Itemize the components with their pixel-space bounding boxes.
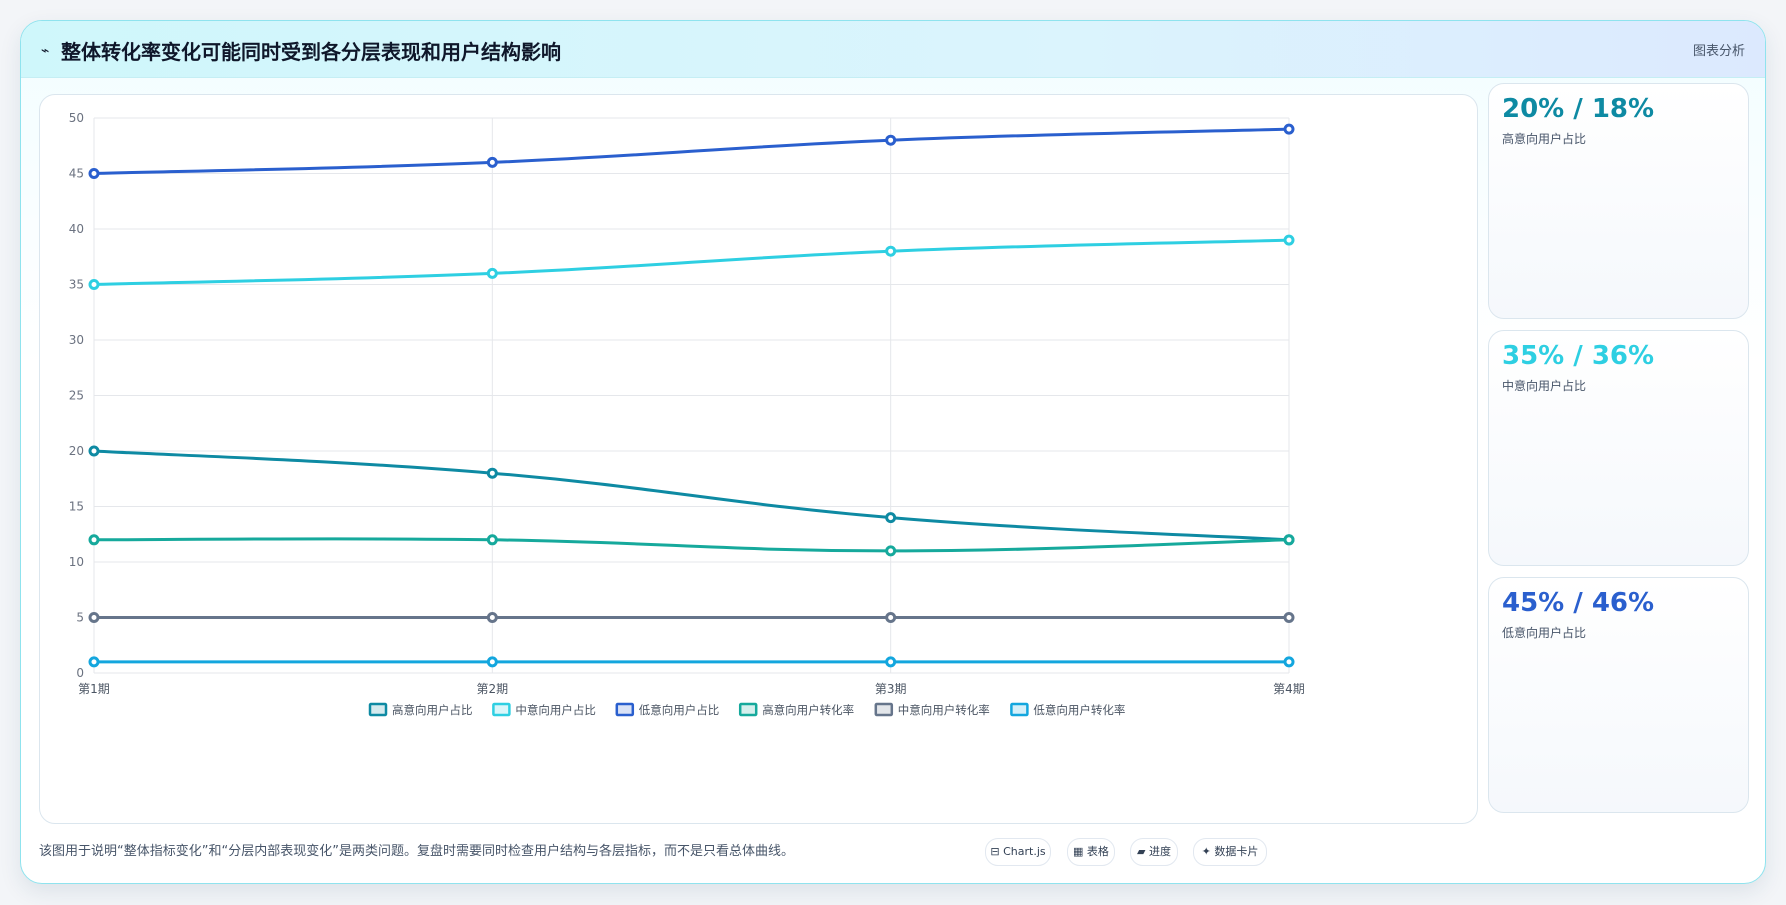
- data-point: [1283, 656, 1295, 668]
- card-header: ⌁ 整体转化率变化可能同时受到各分层表现和用户结构影响 图表分析: [21, 21, 1765, 78]
- data-point: [885, 512, 897, 524]
- footer-note: 该图用于说明“整体指标变化”和“分层内部表现变化”是两类问题。复盘时需要同时检查…: [39, 844, 794, 859]
- legend-swatch: [615, 702, 635, 717]
- data-point: [486, 612, 498, 623]
- data-point: [486, 267, 498, 279]
- stat-label: 低意向用户占比: [1502, 626, 1587, 640]
- stat-card-high-intent: 20% / 18% 高意向用户占比: [1488, 83, 1749, 319]
- y-tick-label: 15: [69, 500, 84, 514]
- chart-analysis-tag: 图表分析: [1692, 44, 1745, 59]
- x-tick-label: 第3期: [875, 682, 907, 696]
- y-tick-label: 30: [69, 333, 84, 347]
- data-point: [885, 656, 897, 668]
- stat-value: 45% / 46%: [1502, 588, 1655, 618]
- legend-swatch: [738, 702, 758, 717]
- legend-label: 中意向用户转化率: [898, 703, 990, 717]
- data-card-pill[interactable]: ✦ 数据卡片: [1193, 838, 1267, 866]
- data-point: [486, 156, 498, 168]
- stat-label: 中意向用户占比: [1502, 379, 1587, 393]
- stat-card-low-intent: 45% / 46% 低意向用户占比: [1488, 577, 1749, 813]
- data-point: [1283, 534, 1295, 546]
- data-point: [88, 445, 100, 457]
- chart-panel: 0 5 10 15 20 25 30 35 40 45 50 第1期 第2期 第3期 第4期高意向用户占比 中…: [39, 94, 1478, 824]
- series-line-4: [93, 537, 1290, 553]
- data-point: [1283, 234, 1295, 246]
- series-line-1: [93, 449, 1290, 542]
- y-tick-label: 5: [76, 611, 84, 625]
- data-point: [1283, 612, 1295, 623]
- legend-swatch: [874, 702, 894, 717]
- series-line-2: [93, 238, 1290, 286]
- legend-label: 高意向用户占比: [392, 703, 473, 717]
- stat-label: 高意向用户占比: [1502, 132, 1587, 146]
- y-tick-label: 40: [69, 222, 84, 236]
- stat-card-mid-intent: 35% / 36% 中意向用户占比: [1488, 330, 1749, 566]
- data-point: [486, 467, 498, 479]
- data-point: [88, 168, 100, 179]
- legend-label: 高意向用户转化率: [762, 703, 854, 717]
- data-point: [885, 245, 897, 257]
- data-point: [88, 656, 100, 668]
- legend-label: 低意向用户转化率: [1033, 703, 1125, 717]
- data-point: [885, 545, 897, 557]
- data-point: [486, 534, 498, 546]
- legend-swatch: [368, 702, 388, 717]
- data-point: [885, 134, 897, 146]
- x-tick-label: 第4期: [1273, 682, 1305, 696]
- x-tick-label: 第2期: [477, 682, 509, 696]
- stat-value: 20% / 18%: [1502, 94, 1655, 124]
- y-tick-label: 35: [69, 278, 84, 292]
- data-point: [486, 656, 498, 668]
- data-point: [885, 612, 897, 623]
- progress-pill[interactable]: ▰ 进度: [1130, 838, 1178, 866]
- table-pill[interactable]: ▦ 表格: [1067, 838, 1115, 866]
- data-point: [1283, 123, 1295, 135]
- y-tick-label: 45: [69, 167, 84, 181]
- chart-card: ⌁ 整体转化率变化可能同时受到各分层表现和用户结构影响 图表分析 0 5 10 15 2…: [20, 20, 1766, 884]
- series-line-3: [93, 127, 1290, 175]
- x-tick-label: 第1期: [78, 682, 110, 696]
- y-tick-label: 25: [69, 389, 84, 403]
- stat-value: 35% / 36%: [1502, 341, 1655, 371]
- y-tick-label: 20: [69, 444, 84, 458]
- card-title: 整体转化率变化可能同时受到各分层表现和用户结构影响: [61, 40, 561, 64]
- legend-swatch: [492, 702, 511, 717]
- data-point: [88, 279, 100, 290]
- legend-swatch: [1010, 702, 1029, 717]
- data-point: [88, 612, 100, 623]
- legend-label: 低意向用户占比: [639, 703, 720, 717]
- legend-label: 中意向用户占比: [515, 703, 596, 717]
- data-point: [88, 534, 100, 546]
- y-tick-label: 10: [69, 555, 84, 569]
- y-tick-label: 0: [76, 666, 84, 680]
- trend-icon: ⌁: [41, 43, 50, 59]
- y-tick-label: 50: [69, 111, 84, 125]
- chartjs-pill[interactable]: ⊟ Chart.js: [985, 838, 1051, 866]
